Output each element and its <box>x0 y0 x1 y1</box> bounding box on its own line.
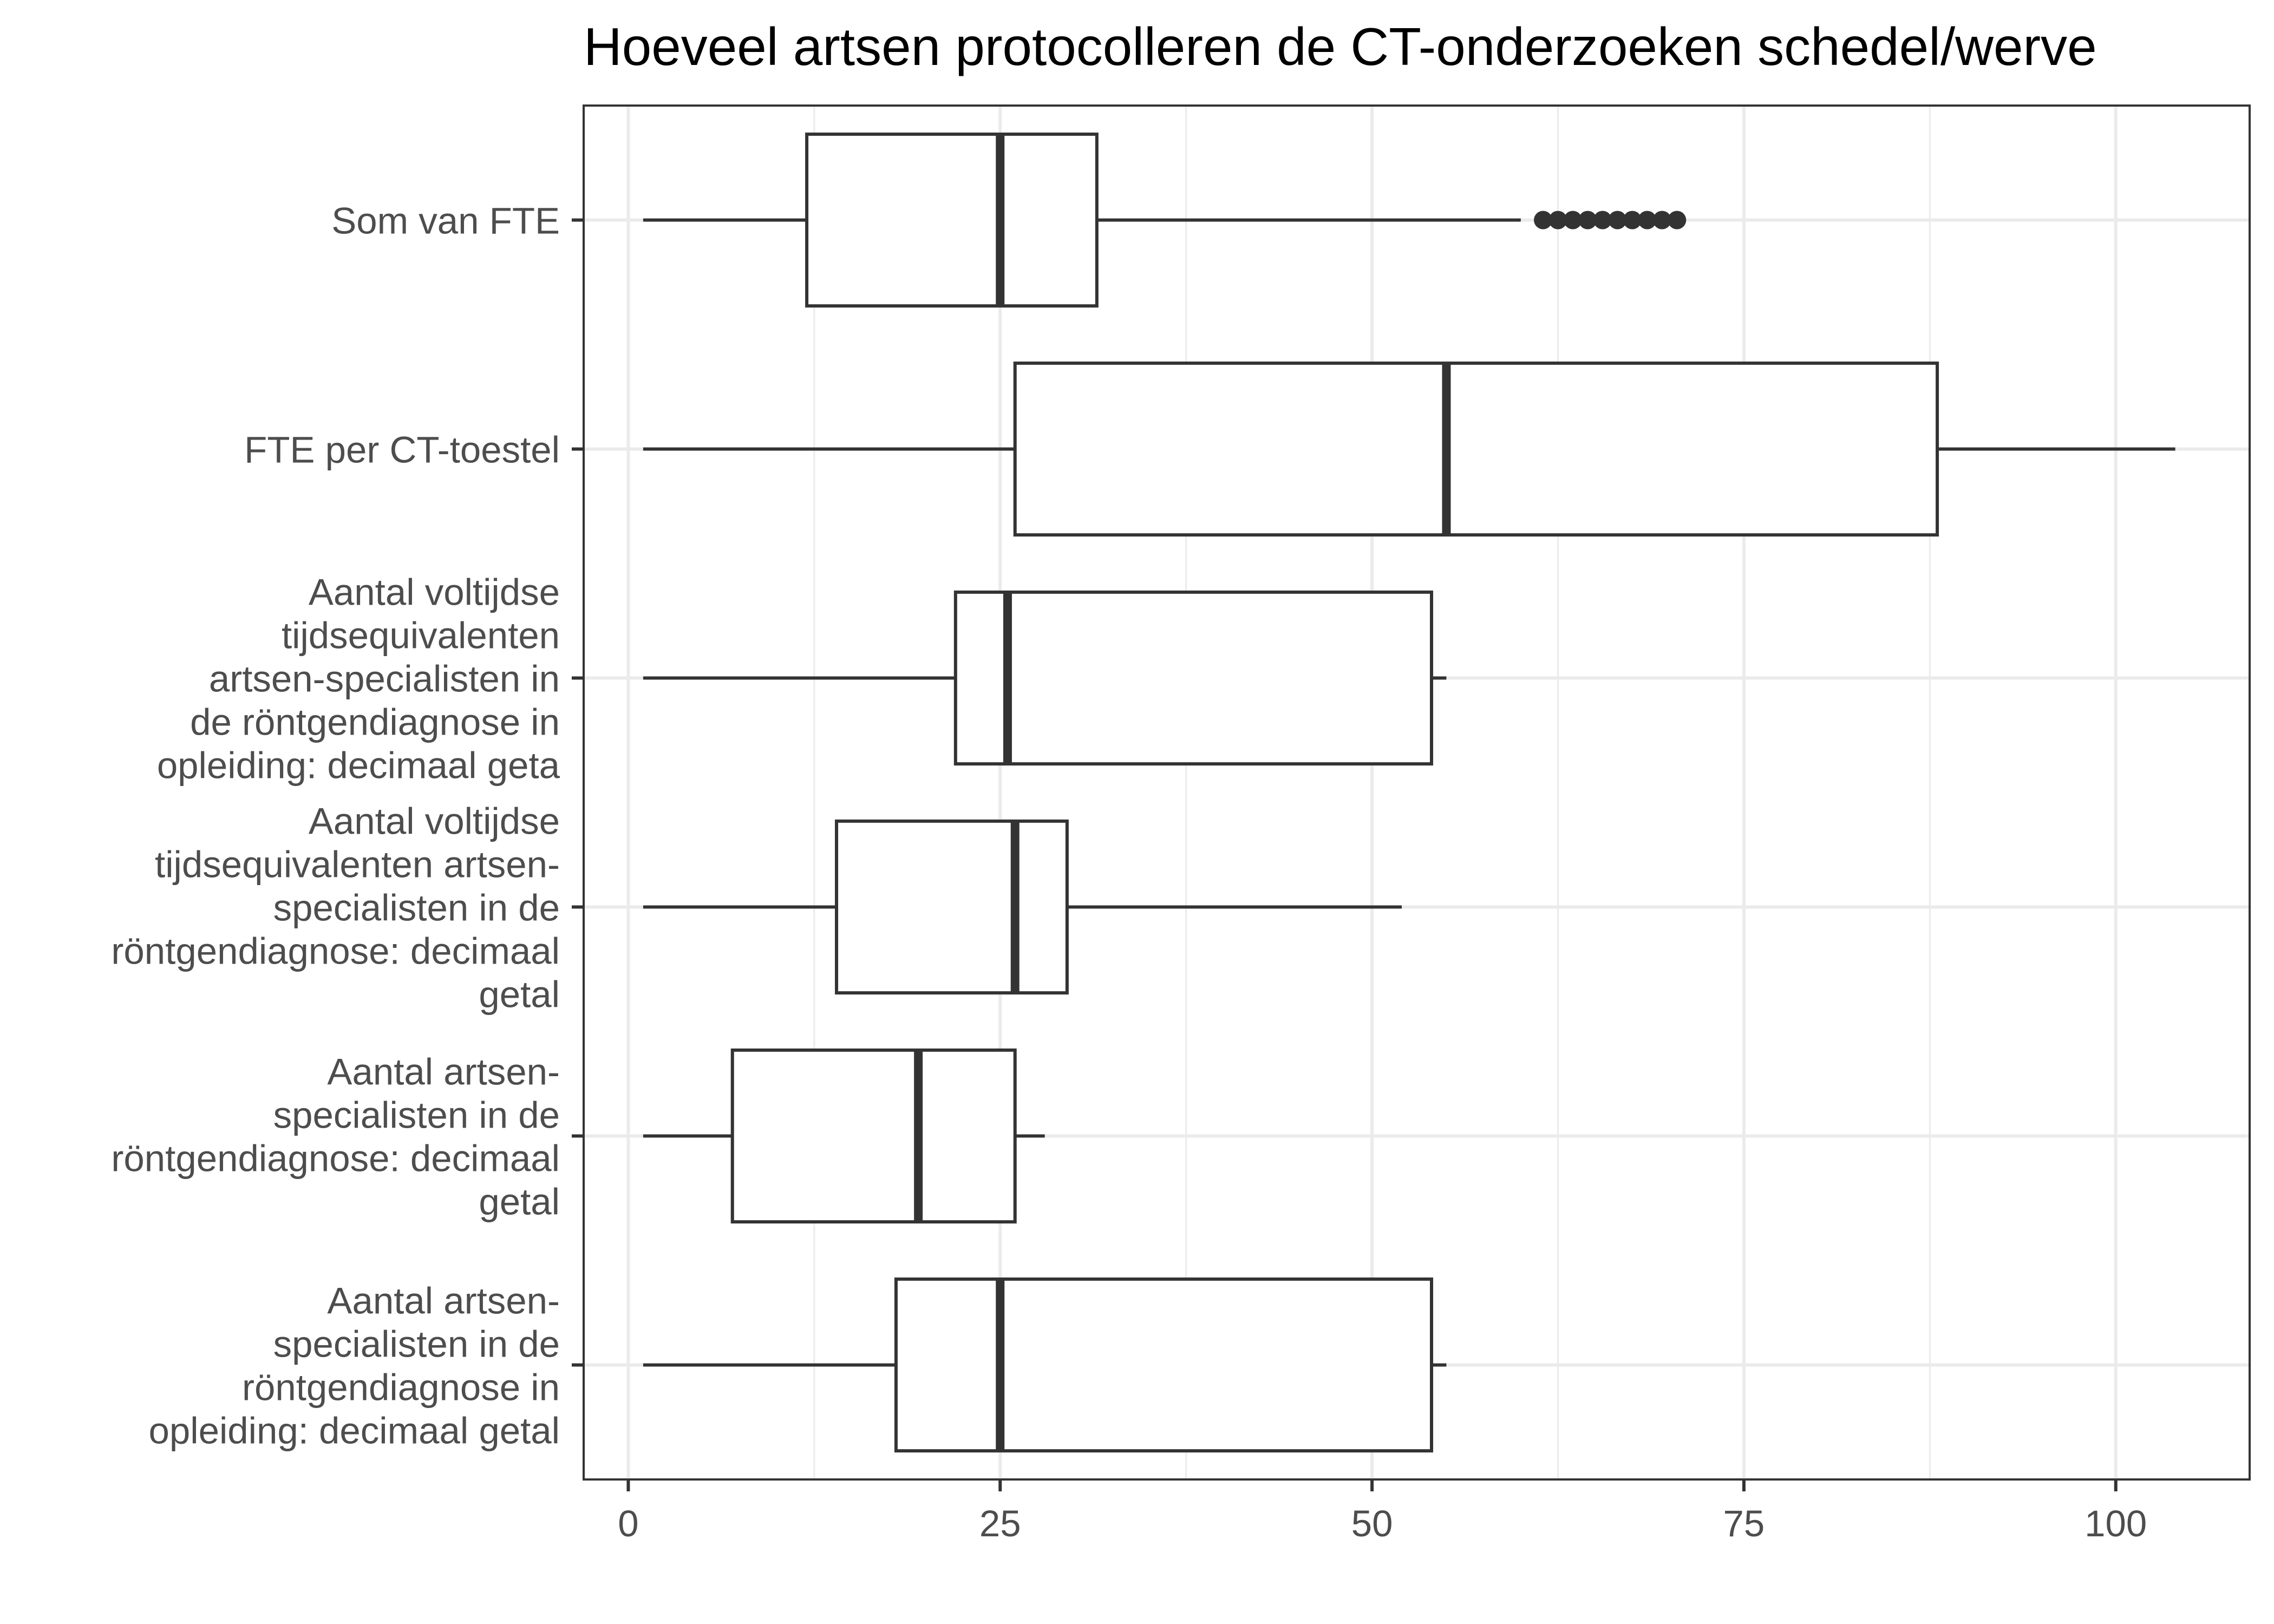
category-label-line: specialisten in de <box>273 1095 560 1136</box>
x-tick-label: 50 <box>1351 1503 1393 1544</box>
box-group <box>643 1048 1045 1224</box>
plot-panel-border <box>583 104 2251 1481</box>
outlier-point <box>1548 211 1567 230</box>
category-label-line: Aantal voltijdse <box>309 801 560 842</box>
category-label: Som van FTE <box>331 200 560 242</box>
y-axis: Som van FTE FTE per CT-toestel Aantal volt… <box>111 200 584 1452</box>
outlier-point <box>1638 211 1657 230</box>
x-tick-label: 100 <box>2084 1503 2147 1544</box>
x-axis: 0 25 50 75 100 <box>618 1479 2147 1544</box>
category-label: Aantal artsen-specialisten in de röntgend… <box>148 1280 560 1452</box>
outlier-point <box>1652 211 1671 230</box>
category-label-line: specialisten in de <box>273 887 560 929</box>
category-label-line: getal <box>479 974 560 1016</box>
outlier-point <box>1593 211 1612 230</box>
category-label-line: Som van FTE <box>331 200 560 242</box>
category-label-line: artsen-specialisten in <box>209 658 560 700</box>
x-tick-label: 0 <box>618 1503 638 1544</box>
category-label-line: tijdsequivalenten artsen- <box>155 844 560 886</box>
grid-lines <box>584 106 2250 1479</box>
iqr-box <box>1013 361 1939 537</box>
x-tick-label: 75 <box>1723 1503 1765 1544</box>
outlier-point <box>1608 211 1627 230</box>
category-label: Aantal artsen-specialisten in de röntgend… <box>111 1051 560 1223</box>
iqr-box <box>894 1277 1433 1453</box>
iqr-box <box>835 819 1069 995</box>
outlier-point <box>1534 211 1553 230</box>
box-group <box>643 361 2175 537</box>
category-label-line: FTE per CT-toestel <box>244 429 560 471</box>
category-label-line: opleiding: decimaal geta <box>157 745 560 787</box>
category-label-line: specialisten in de <box>273 1324 560 1365</box>
chart-title: Hoeveel artsen protocolleren de CT-onder… <box>584 17 2097 76</box>
category-label-line: de röntgendiagnose in <box>190 702 560 743</box>
x-tick-label: 25 <box>979 1503 1021 1544</box>
category-label-line: tijdsequivalenten <box>282 615 560 657</box>
category-label-line: röntgendiagnose: decimaal <box>111 931 560 972</box>
iqr-box <box>730 1048 1017 1224</box>
box-group <box>643 819 1402 995</box>
box-layer <box>643 132 2175 1453</box>
category-label-line: röntgendiagnose: decimaal <box>111 1138 560 1180</box>
box-group <box>643 132 1687 308</box>
category-label-line: röntgendiagnose in <box>242 1367 560 1409</box>
category-label-line: getal <box>479 1181 560 1223</box>
category-label-line: Aantal artsen- <box>327 1280 560 1322</box>
box-group <box>643 590 1447 766</box>
outlier-point <box>1623 211 1642 230</box>
iqr-box <box>953 590 1433 766</box>
category-label: Aantal voltijdse tijdsequivalenten artsen-… <box>157 572 560 787</box>
category-label: FTE per CT-toestel <box>244 429 560 471</box>
category-label: Aantal voltijdse tijdsequivalenten artsen… <box>111 801 560 1016</box>
box-group <box>643 1277 1447 1453</box>
category-label-line: Aantal artsen- <box>327 1051 560 1093</box>
category-label-line: opleiding: decimaal getal <box>148 1410 560 1452</box>
iqr-box <box>805 132 1099 308</box>
outlier-point <box>1668 211 1687 230</box>
outlier-point <box>1563 211 1582 230</box>
category-label-line: Aantal voltijdse <box>309 572 560 613</box>
outlier-point <box>1578 211 1597 230</box>
